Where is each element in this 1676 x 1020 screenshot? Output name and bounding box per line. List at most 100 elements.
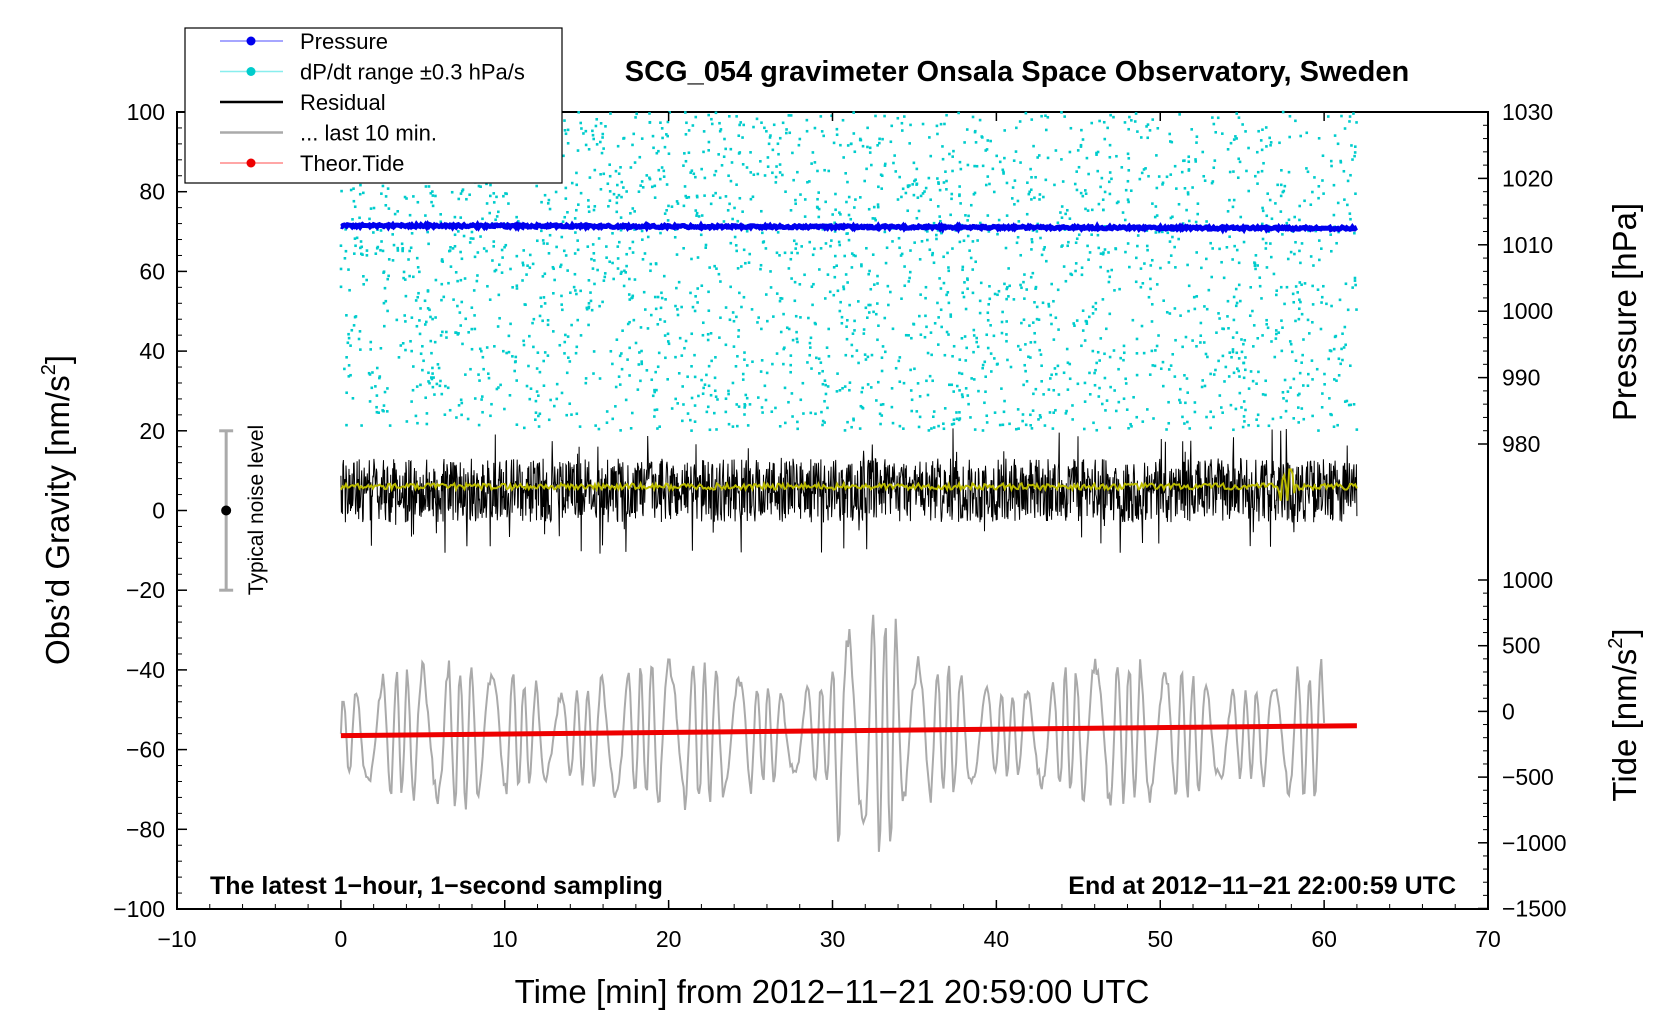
dpdt-point <box>794 202 797 206</box>
dpdt-point <box>552 330 555 333</box>
dpdt-point <box>878 137 881 141</box>
dpdt-point <box>564 132 568 136</box>
dpdt-point <box>703 194 706 197</box>
dpdt-point <box>959 202 962 205</box>
dpdt-point <box>426 230 429 234</box>
dpdt-point <box>757 316 760 319</box>
dpdt-point <box>459 192 463 195</box>
dpdt-point <box>634 341 638 345</box>
dpdt-point <box>1328 397 1331 400</box>
dpdt-point <box>808 353 812 357</box>
dpdt-point <box>787 114 791 117</box>
dpdt-point <box>743 406 746 409</box>
dpdt-point <box>897 236 901 240</box>
dpdt-point <box>694 209 698 212</box>
dpdt-point <box>564 254 568 257</box>
dpdt-point <box>842 285 845 288</box>
dpdt-point <box>1029 341 1033 344</box>
dpdt-point <box>1298 298 1301 302</box>
dpdt-point <box>678 336 682 340</box>
dpdt-point <box>937 316 940 319</box>
dpdt-point <box>659 306 663 310</box>
dpdt-point <box>1117 400 1121 404</box>
dpdt-point <box>537 414 540 418</box>
dpdt-point <box>1127 169 1131 172</box>
dpdt-point <box>573 217 577 220</box>
dpdt-point <box>654 307 658 311</box>
dpdt-point <box>1291 292 1295 296</box>
dpdt-point <box>589 299 593 303</box>
dpdt-point <box>707 290 710 294</box>
dpdt-point <box>683 346 686 350</box>
dpdt-point <box>587 205 590 209</box>
dpdt-point <box>890 387 894 390</box>
dpdt-point <box>1242 415 1246 418</box>
dpdt-point <box>455 416 458 419</box>
dpdt-point <box>738 151 742 154</box>
dpdt-point <box>594 424 597 427</box>
dpdt-point <box>718 121 721 125</box>
dpdt-point <box>1153 364 1157 368</box>
dpdt-point <box>1062 265 1066 268</box>
dpdt-point <box>1335 379 1338 383</box>
dpdt-point <box>1315 367 1319 371</box>
dpdt-point <box>932 221 936 225</box>
dpdt-point <box>440 392 444 396</box>
dpdt-point <box>611 232 614 235</box>
dpdt-point <box>1167 368 1171 371</box>
noise-level-label: Typical noise level <box>245 425 268 595</box>
dpdt-point <box>739 121 743 124</box>
dpdt-point <box>1265 145 1268 148</box>
dpdt-point <box>1352 112 1355 115</box>
dpdt-point <box>648 176 651 180</box>
dpdt-point <box>493 269 497 273</box>
dpdt-point <box>722 155 726 159</box>
dpdt-point <box>1006 286 1009 289</box>
dpdt-point <box>631 207 635 210</box>
dpdt-point <box>937 424 940 428</box>
dpdt-point <box>913 179 916 183</box>
dpdt-point <box>986 319 990 322</box>
dpdt-point <box>1088 371 1091 375</box>
dpdt-point <box>1322 192 1325 195</box>
dpdt-point <box>1183 422 1186 425</box>
dpdt-point <box>623 269 626 273</box>
dpdt-point <box>1088 393 1092 396</box>
dpdt-point <box>1256 413 1260 417</box>
dpdt-point <box>575 292 578 296</box>
dpdt-point <box>927 176 931 180</box>
dpdt-point <box>1347 403 1351 407</box>
dpdt-point <box>919 333 923 337</box>
dpdt-point <box>1256 182 1259 185</box>
dpdt-point <box>1226 299 1230 303</box>
legend-entry: Pressure <box>220 29 388 54</box>
dpdt-point <box>640 180 644 183</box>
dpdt-point <box>855 349 859 352</box>
dpdt-point <box>1077 165 1081 169</box>
dpdt-point <box>1321 154 1325 158</box>
dpdt-point <box>597 237 601 240</box>
dpdt-point <box>714 169 718 173</box>
dpdt-point <box>920 239 924 243</box>
dpdt-point <box>640 229 644 233</box>
dpdt-point <box>811 253 815 257</box>
dpdt-point <box>1146 248 1149 252</box>
dpdt-point <box>1034 175 1037 179</box>
dpdt-point <box>742 248 746 252</box>
dpdt-point <box>1342 169 1346 173</box>
dpdt-point <box>481 355 485 359</box>
dpdt-point <box>906 209 910 213</box>
legend-marker <box>246 158 256 168</box>
dpdt-point <box>362 283 365 286</box>
dpdt-point <box>393 212 397 216</box>
dpdt-point <box>846 281 849 284</box>
dpdt-point <box>591 133 595 137</box>
dpdt-point <box>715 267 718 270</box>
dpdt-point <box>983 401 986 405</box>
dpdt-point <box>1332 347 1336 351</box>
dpdt-point <box>1212 373 1216 376</box>
dpdt-point <box>883 316 887 320</box>
dpdt-point <box>1209 372 1212 376</box>
dpdt-point <box>1095 153 1098 156</box>
dpdt-point <box>1033 196 1036 200</box>
